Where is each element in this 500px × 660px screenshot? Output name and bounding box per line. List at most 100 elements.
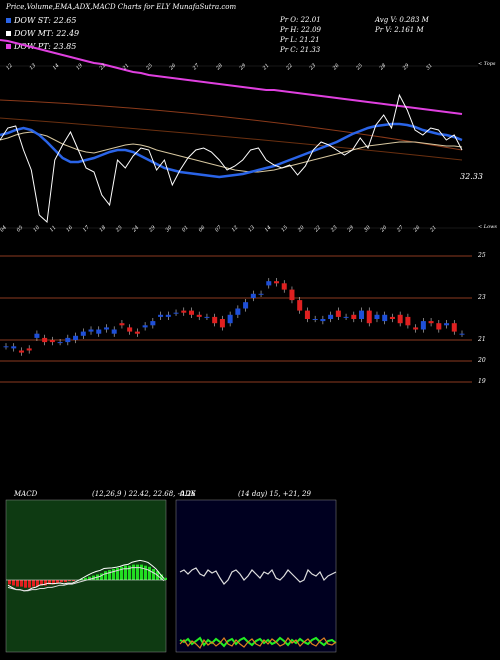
- bottom-date-label: 22: [313, 225, 322, 234]
- top-date-label: 21: [121, 63, 130, 72]
- macd-hist-bar: [140, 564, 143, 580]
- candle-body: [436, 323, 442, 330]
- candle-body: [320, 319, 326, 322]
- top-date-label: 21: [261, 63, 270, 72]
- macd-hist-bar: [68, 580, 71, 582]
- tops-label: < Tops: [478, 61, 496, 67]
- dow-st-swatch: [6, 18, 11, 23]
- candle-body: [134, 331, 140, 334]
- lows-label: < Lows: [478, 224, 497, 230]
- prev-low: Pr L: 21.21: [280, 36, 320, 44]
- bottom-date-label: 01: [181, 225, 190, 234]
- candle-body: [459, 333, 465, 335]
- macd-hist-bar: [164, 577, 167, 580]
- top-date-label: 23: [308, 63, 317, 72]
- candle-body: [304, 310, 310, 319]
- macd-label: MACD: [14, 490, 38, 498]
- candle-body: [96, 329, 102, 334]
- bottom-date-label: 14: [264, 225, 273, 234]
- candle-body: [119, 323, 125, 326]
- candle-body: [235, 308, 241, 315]
- macd-hist-bar: [32, 580, 35, 587]
- macd-signal-line: [7, 567, 165, 592]
- top-date-label: 25: [144, 63, 153, 72]
- top-date-label: 13: [29, 63, 38, 72]
- bottom-date-label: 05: [16, 225, 25, 234]
- macd-hist-bar: [28, 580, 31, 588]
- candle-body: [188, 310, 194, 315]
- top-date-label: 27: [191, 62, 201, 72]
- level-label: 21: [478, 336, 486, 343]
- bottom-date-label: 30: [363, 224, 372, 233]
- prev-volume: Pr V: 2.161 M: [375, 26, 424, 34]
- candle-body: [274, 281, 280, 284]
- prev-high: Pr H: 22.09: [280, 26, 322, 34]
- top-date-label: 29: [401, 62, 411, 72]
- candle-body: [281, 283, 287, 290]
- candle-body: [250, 293, 256, 298]
- candle-body: [196, 314, 202, 317]
- candle-body: [88, 329, 94, 332]
- macd-hist-bar: [112, 569, 115, 580]
- candle-body: [382, 314, 388, 322]
- bottom-date-label: 26: [412, 224, 422, 234]
- top-date-label: 25: [354, 63, 363, 72]
- candle-body: [366, 310, 372, 324]
- candle-body: [49, 340, 55, 343]
- macd-hist-bar: [148, 566, 151, 580]
- adx-panel: [175, 499, 337, 653]
- macd-hist-bar: [40, 580, 43, 586]
- candle-body: [374, 314, 380, 319]
- candle-body: [181, 310, 187, 313]
- avg-volume: Avg V: 0.283 M: [375, 16, 429, 24]
- level-label: 25: [478, 252, 486, 259]
- candle-body: [258, 293, 264, 295]
- bottom-date-label: 21: [428, 225, 437, 234]
- top-date-label: 26: [331, 62, 341, 72]
- dow-pt-label: DOW PT: 23.85: [14, 42, 77, 51]
- macd-hist-bar: [64, 580, 67, 583]
- candle-body: [405, 316, 411, 326]
- candle-body: [18, 350, 24, 353]
- adx-line-minus-di: [179, 636, 337, 650]
- macd-hist-bar: [48, 580, 51, 585]
- bottom-date-label: 29: [346, 224, 356, 234]
- candle-body: [158, 314, 164, 317]
- prev-open: Pr O: 22.01: [280, 16, 321, 24]
- candle-body: [227, 314, 233, 324]
- candle-body: [428, 321, 434, 324]
- bottom-date-label: 10: [32, 224, 41, 233]
- candle-body: [150, 321, 156, 326]
- macd-hist-bar: [108, 570, 111, 580]
- candle-body: [359, 310, 365, 319]
- last-price-label: 32.33: [460, 172, 483, 181]
- macd-hist-bar: [152, 569, 155, 580]
- macd-hist-bar: [52, 580, 55, 585]
- ema-line-dow-pt: [0, 39, 463, 115]
- ema-line-dow-mt: [0, 131, 463, 173]
- candle-body: [335, 310, 341, 317]
- macd-hist-bar: [132, 564, 135, 580]
- bottom-date-label: 27: [395, 224, 405, 234]
- candle-body: [26, 348, 32, 351]
- candle-body: [297, 300, 303, 311]
- bottom-date-label: 23: [329, 225, 338, 234]
- top-date-label: 29: [238, 62, 248, 72]
- candle-body: [289, 289, 295, 301]
- macd-hist-bar: [72, 580, 75, 582]
- bottom-date-label: 25: [114, 225, 123, 234]
- bottom-date-label: 16: [65, 224, 74, 233]
- dow-st-label: DOW ST: 22.65: [14, 16, 77, 25]
- candle-body: [65, 337, 71, 343]
- candle-body: [57, 342, 63, 344]
- top-date-label: 28: [214, 63, 223, 72]
- level-label: 23: [478, 294, 486, 301]
- dow-pt-swatch: [6, 44, 11, 49]
- macd-hist-bar: [36, 580, 39, 587]
- bottom-date-label: 15: [280, 225, 289, 234]
- candle-body: [451, 323, 457, 332]
- candle-body: [73, 335, 79, 340]
- candle-body: [80, 331, 86, 336]
- bottom-date-label: 12: [231, 225, 240, 234]
